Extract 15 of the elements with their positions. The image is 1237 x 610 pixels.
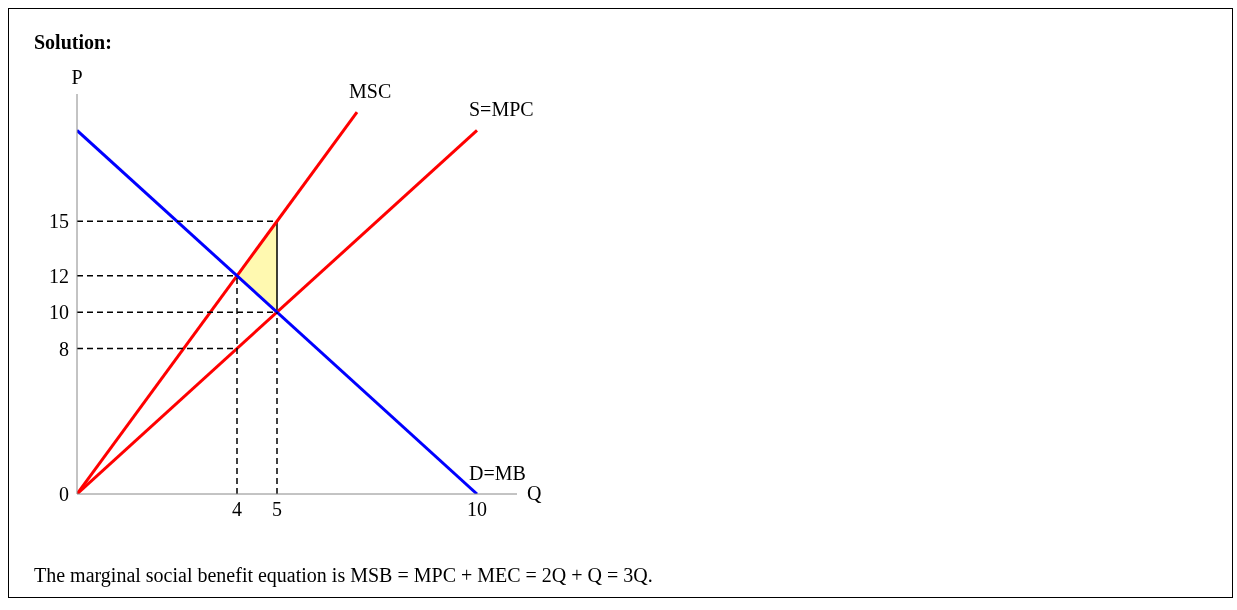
chart-title: Solution: bbox=[34, 31, 112, 54]
y-axis-title: P bbox=[71, 66, 83, 88]
text: The marginal social benefit equation is MSB = MPC + MEC = 2Q + Q = 3Q. bbox=[34, 564, 653, 586]
x-axis-title: Q bbox=[527, 482, 542, 504]
series-label: D=MB bbox=[469, 462, 526, 484]
y-tick-label: 15 bbox=[49, 210, 69, 233]
x-tick-label: 5 bbox=[272, 498, 282, 521]
y-tick-label: 10 bbox=[49, 301, 69, 324]
series-label: S=MPC bbox=[469, 98, 534, 121]
y-tick-label: 0 bbox=[59, 483, 69, 506]
y-tick-label: 8 bbox=[59, 337, 69, 360]
y-tick-label: 12 bbox=[49, 264, 69, 287]
x-tick-label: 4 bbox=[232, 498, 242, 521]
x-tick-label: 10 bbox=[467, 498, 487, 521]
series-label: MSC bbox=[349, 80, 392, 103]
